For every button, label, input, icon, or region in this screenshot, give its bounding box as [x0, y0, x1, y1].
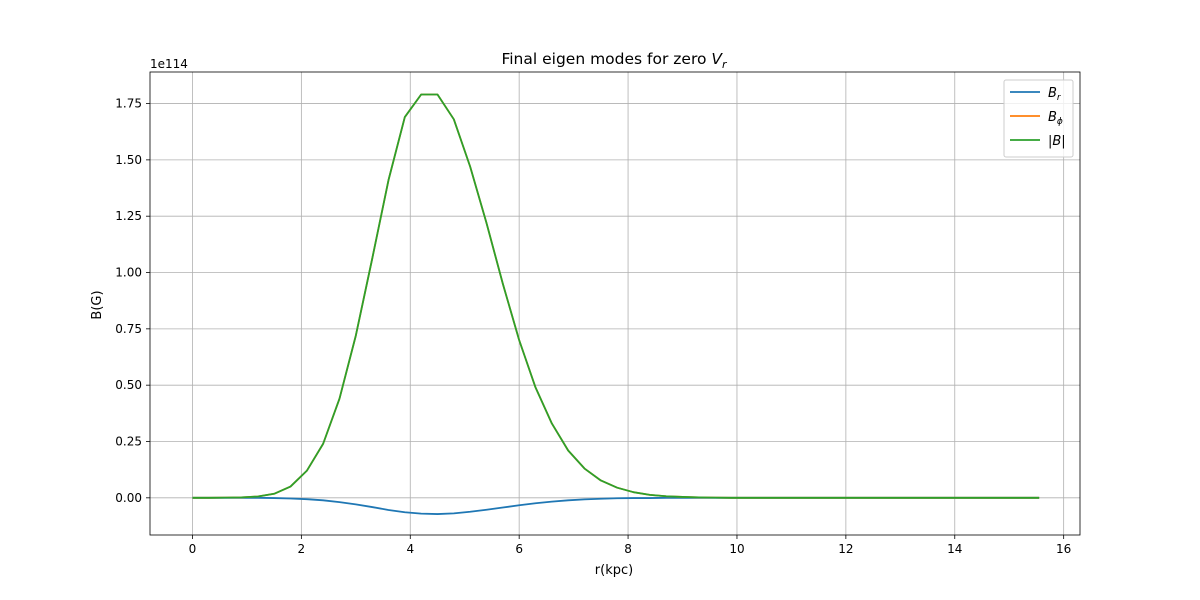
x-tick-label: 0 — [189, 542, 197, 556]
y-axis: 0.00 0.25 0.50 0.75 1.00 1.25 1.50 1.75 — [115, 97, 150, 505]
y-tick-label: 0.25 — [115, 434, 142, 448]
y-tick-label: 1.75 — [115, 97, 142, 111]
series-line-abs-b — [192, 93, 1040, 499]
y-tick-label: 1.25 — [115, 209, 142, 223]
legend-label-main: B — [1048, 110, 1057, 125]
legend-label-main: B — [1048, 86, 1057, 101]
series-layer — [192, 93, 1040, 515]
y-tick-label: 0.00 — [115, 491, 142, 505]
chart-title: Final eigen modes for zero Vr — [501, 50, 728, 71]
x-tick-label: 16 — [1056, 542, 1071, 556]
series-abs-b — [192, 93, 1040, 499]
x-tick-label: 8 — [624, 542, 632, 556]
legend-label-subscript: ϕ — [1057, 117, 1063, 127]
y-tick-label: 0.75 — [115, 322, 142, 336]
x-axis-label: r(kpc) — [595, 563, 633, 578]
legend-label-b-phi: Bϕ — [1048, 110, 1063, 127]
x-tick-label: 12 — [838, 542, 853, 556]
y-axis-label: B(G) — [90, 290, 105, 319]
y-tick-label: 1.00 — [115, 266, 142, 280]
legend-box — [1003, 79, 1074, 158]
x-tick-label: 6 — [515, 542, 523, 556]
legend-label-abs-b: |B| — [1048, 134, 1066, 149]
y-tick-label: 0.50 — [115, 378, 142, 392]
legend-label-main: |B| — [1048, 134, 1066, 149]
legend-label-b-r: Br — [1048, 86, 1062, 103]
x-tick-label: 2 — [298, 542, 306, 556]
x-tick-label: 14 — [947, 542, 962, 556]
plot-frame — [149, 71, 1081, 536]
chart-title-main: Final eigen modes for zero — [501, 50, 711, 68]
legend-label-subscript: r — [1057, 93, 1062, 103]
x-tick-label: 10 — [729, 542, 744, 556]
x-tick-label: 4 — [406, 542, 414, 556]
x-axis: 0 2 4 6 8 10 12 14 16 — [189, 535, 1071, 556]
chart-title-symbol: V — [711, 50, 723, 68]
y-offset-label: 1e114 — [150, 57, 188, 71]
chart-title-subscript: r — [722, 58, 728, 71]
y-tick-label: 1.50 — [115, 153, 142, 167]
